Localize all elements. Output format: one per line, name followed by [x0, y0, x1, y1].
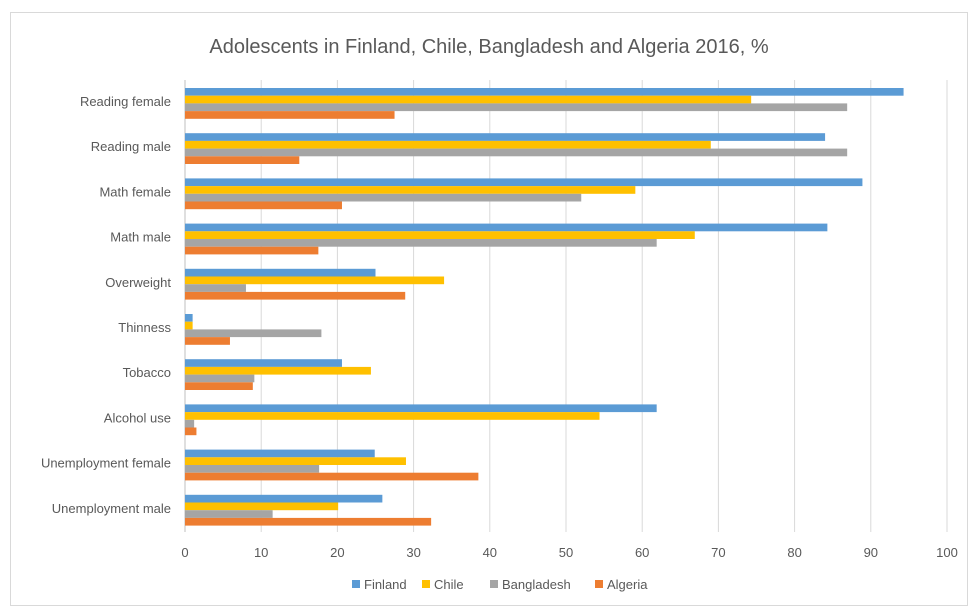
- bar-bangladesh: [185, 239, 657, 247]
- legend-label-bangladesh: Bangladesh: [502, 577, 571, 592]
- bar-chile: [185, 186, 636, 194]
- category-label: Alcohol use: [104, 410, 171, 425]
- bar-bangladesh: [185, 510, 273, 518]
- legend-swatch-chile: [422, 580, 430, 588]
- bar-finland: [185, 494, 383, 503]
- bar-chile: [185, 140, 711, 149]
- bar-algeria: [185, 427, 197, 436]
- bar-chile: [185, 412, 600, 420]
- legend-swatch-finland: [352, 580, 360, 588]
- bar-finland: [185, 178, 863, 187]
- x-tick-label: 20: [330, 545, 344, 560]
- bar-chile: [185, 321, 193, 330]
- x-tick-label: 100: [936, 545, 958, 560]
- legend: Finland Chile Bangladesh Algeria: [352, 577, 648, 592]
- bar-bangladesh: [185, 374, 255, 383]
- bar-chile: [185, 95, 752, 104]
- x-tick-label: 10: [254, 545, 268, 560]
- bar-chile: [185, 457, 406, 465]
- category-label: Unemployment male: [52, 501, 171, 516]
- x-tick-label: 0: [181, 545, 188, 560]
- tick-labels: 0 10 20 30 40 50 60 70 80 90 100: [181, 545, 957, 560]
- bar-algeria: [185, 291, 406, 300]
- bar-bangladesh: [185, 284, 246, 292]
- legend-label-chile: Chile: [434, 577, 464, 592]
- category-label: Math female: [99, 184, 171, 199]
- bar-bangladesh: [185, 148, 848, 157]
- bar-algeria: [185, 156, 300, 164]
- legend-swatch-bangladesh: [490, 580, 498, 588]
- bar-algeria: [185, 382, 253, 390]
- bar-bangladesh: [185, 103, 848, 112]
- category-label: Reading female: [80, 94, 171, 109]
- bar-finland: [185, 449, 375, 458]
- bar-algeria: [185, 246, 319, 255]
- bar-bangladesh: [185, 419, 195, 428]
- bar-finland: [185, 223, 828, 232]
- legend-label-algeria: Algeria: [607, 577, 648, 592]
- x-tick-label: 30: [406, 545, 420, 560]
- legend-label-finland: Finland: [364, 577, 407, 592]
- x-tick-label: 70: [711, 545, 725, 560]
- category-label: Math male: [110, 230, 171, 245]
- bar-bangladesh: [185, 329, 322, 338]
- bar-finland: [185, 314, 193, 322]
- bar-chile: [185, 502, 339, 511]
- chart-title: Adolescents in Finland, Chile, Banglades…: [209, 36, 768, 58]
- bar-algeria: [185, 201, 342, 210]
- bar-finland: [185, 404, 657, 413]
- bar-finland: [185, 268, 376, 277]
- legend-swatch-algeria: [595, 580, 603, 588]
- category-label: Thinness: [118, 320, 171, 335]
- bar-finland: [185, 88, 904, 96]
- bar-chile: [185, 276, 445, 285]
- x-tick-label: 90: [864, 545, 878, 560]
- bar-finland: [185, 133, 826, 141]
- bar-bangladesh: [185, 193, 582, 202]
- category-labels: Reading female Reading male Math female Mat…: [41, 94, 172, 516]
- bar-algeria: [185, 337, 230, 345]
- category-label: Reading male: [91, 139, 171, 154]
- category-label: Unemployment female: [41, 456, 171, 471]
- x-tick-label: 50: [559, 545, 573, 560]
- bar-algeria: [185, 472, 479, 481]
- bar-bangladesh: [185, 465, 320, 473]
- x-tick-label: 80: [787, 545, 801, 560]
- bar-algeria: [185, 111, 395, 119]
- bar-chile: [185, 231, 695, 239]
- bar-chile: [185, 366, 371, 375]
- category-label: Tobacco: [123, 365, 171, 380]
- category-label: Overweight: [105, 275, 171, 290]
- x-tick-label: 60: [635, 545, 649, 560]
- x-tick-label: 40: [483, 545, 497, 560]
- bar-algeria: [185, 517, 432, 526]
- bar-finland: [185, 359, 342, 367]
- bars: [185, 88, 904, 526]
